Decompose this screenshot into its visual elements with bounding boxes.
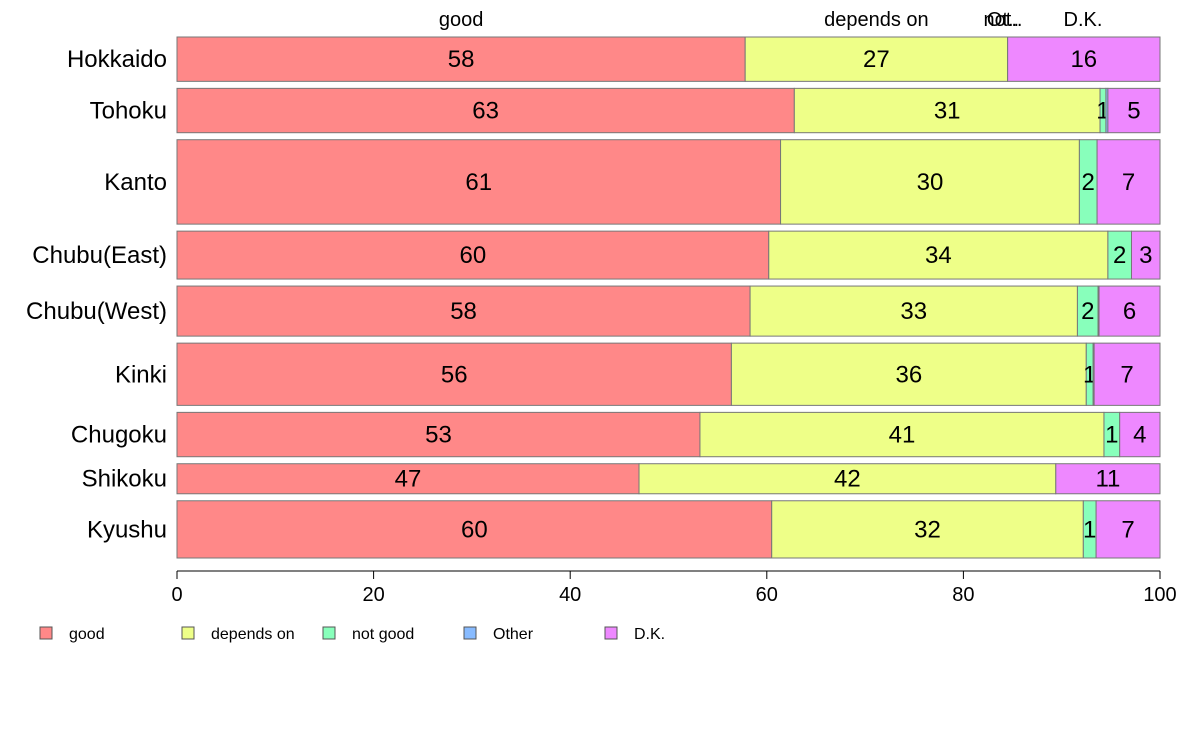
bar-segment-depends-on-hokkaido: [744, 36, 1009, 82]
top-series-label: depends on: [824, 9, 929, 31]
data-label: 6: [1123, 298, 1136, 325]
legend-label: good: [69, 626, 105, 643]
category-label: Chugoku: [71, 422, 167, 449]
x-tick-label: 100: [1143, 584, 1176, 606]
legend-swatch: [463, 626, 477, 640]
data-label: 4: [1133, 422, 1146, 449]
data-label: 42: [834, 466, 861, 493]
data-label: 2: [1082, 169, 1095, 196]
x-tick-label: 40: [559, 584, 581, 606]
bar-segment-d-k--tohoku: [1107, 87, 1161, 134]
legend-label: depends on: [211, 626, 295, 643]
bar-segment-d-k--kanto: [1096, 139, 1161, 225]
category-label: Hokkaido: [67, 46, 167, 73]
x-tick-label: 0: [171, 584, 182, 606]
bar-segment-d-k--kinki: [1093, 342, 1161, 406]
x-tick-label: 80: [952, 584, 974, 606]
legend-label: not good: [352, 626, 414, 643]
category-label: Tohoku: [90, 98, 167, 125]
bar-segment-depends-on-chubu-west-: [749, 285, 1078, 337]
data-label: 2: [1081, 298, 1094, 325]
bar-segment-good-shikoku: [176, 463, 640, 495]
bar-segment-depends-on-kinki: [730, 342, 1087, 406]
category-label: Chubu(West): [26, 298, 167, 325]
data-label: 5: [1127, 98, 1140, 125]
data-label: 41: [889, 422, 916, 449]
data-label: 2: [1113, 242, 1126, 269]
bar-segment-good-tohoku: [176, 87, 795, 134]
bar-segment-d-k--hokkaido: [1007, 36, 1161, 82]
data-label: 1: [1083, 516, 1096, 543]
bar-segment-good-hokkaido: [176, 36, 746, 82]
data-label: 3: [1139, 242, 1152, 269]
legend-swatch: [181, 626, 195, 640]
data-label: 16: [1070, 46, 1097, 73]
legend-swatch: [322, 626, 336, 640]
top-series-label: Ot..: [987, 9, 1019, 31]
data-label: 53: [425, 422, 452, 449]
data-label: 31: [934, 98, 961, 125]
data-label: 1: [1105, 422, 1118, 449]
data-label: 7: [1120, 361, 1133, 388]
data-label: 56: [441, 361, 468, 388]
bar-segment-depends-on-chubu-east-: [768, 230, 1109, 280]
legend-label: Other: [493, 626, 534, 643]
data-label: 60: [461, 516, 488, 543]
bar-segment-depends-on-tohoku: [793, 87, 1101, 134]
category-label: Kanto: [104, 169, 167, 196]
legend-label: D.K.: [634, 626, 665, 643]
data-label: 60: [460, 242, 487, 269]
data-label: 58: [448, 46, 475, 73]
data-label: 61: [465, 169, 492, 196]
data-label: 63: [472, 98, 499, 125]
bar-segment-good-chubu-west-: [176, 285, 751, 337]
bar-segment-d-k--chugoku: [1119, 411, 1161, 458]
bar-segment-good-kyushu: [176, 500, 773, 559]
data-label: 7: [1121, 516, 1134, 543]
top-series-label: D.K.: [1064, 9, 1103, 31]
data-label: 58: [450, 298, 477, 325]
data-label: 33: [900, 298, 927, 325]
data-label: 7: [1122, 169, 1135, 196]
x-tick-label: 20: [362, 584, 384, 606]
top-series-label: not..: [984, 9, 1023, 31]
x-tick-label: 60: [756, 584, 778, 606]
data-label: 36: [895, 361, 922, 388]
legend-swatch: [39, 626, 53, 640]
category-label: Shikoku: [82, 466, 167, 493]
data-label: 30: [917, 169, 944, 196]
data-label: 11: [1095, 466, 1120, 493]
bar-segment-d-k--chubu-west-: [1098, 285, 1161, 337]
data-label: 34: [925, 242, 952, 269]
bar-segment-d-k--kyushu: [1095, 500, 1161, 559]
top-series-label: good: [439, 9, 484, 31]
bar-segment-depends-on-kyushu: [771, 500, 1084, 559]
bar-segment-d-k--shikoku: [1055, 463, 1161, 495]
data-label: 47: [395, 466, 422, 493]
bar-segment-good-kinki: [176, 342, 732, 406]
data-label: 27: [863, 46, 890, 73]
data-label: 32: [914, 516, 941, 543]
legend-swatch: [604, 626, 618, 640]
bar-segment-depends-on-chugoku: [699, 411, 1105, 458]
category-label: Chubu(East): [32, 242, 167, 269]
category-label: Kyushu: [87, 516, 167, 543]
bar-segment-good-kanto: [176, 139, 782, 225]
category-label: Kinki: [115, 361, 167, 388]
bar-segment-d-k--chubu-east-: [1130, 230, 1161, 280]
bar-segment-good-chugoku: [176, 411, 701, 458]
